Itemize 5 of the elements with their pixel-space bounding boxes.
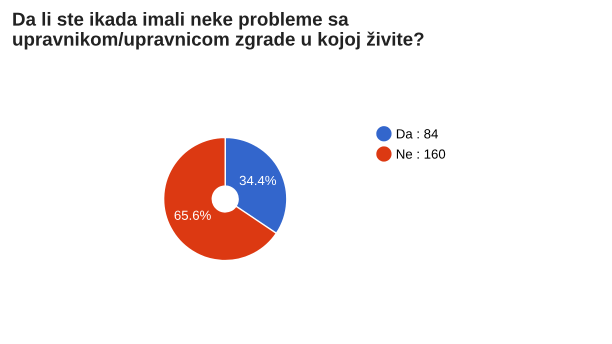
- legend-label: Da : 84: [396, 129, 438, 139]
- chart-title: Da li ste ikada imali neke probleme sa upravnikom/upravnicom zgrade u kojoj živite?: [13, 12, 424, 50]
- data-label: 65.6%: [174, 210, 211, 220]
- data-label: 34.4%: [240, 176, 276, 186]
- legend-label: Ne : 160: [396, 149, 446, 159]
